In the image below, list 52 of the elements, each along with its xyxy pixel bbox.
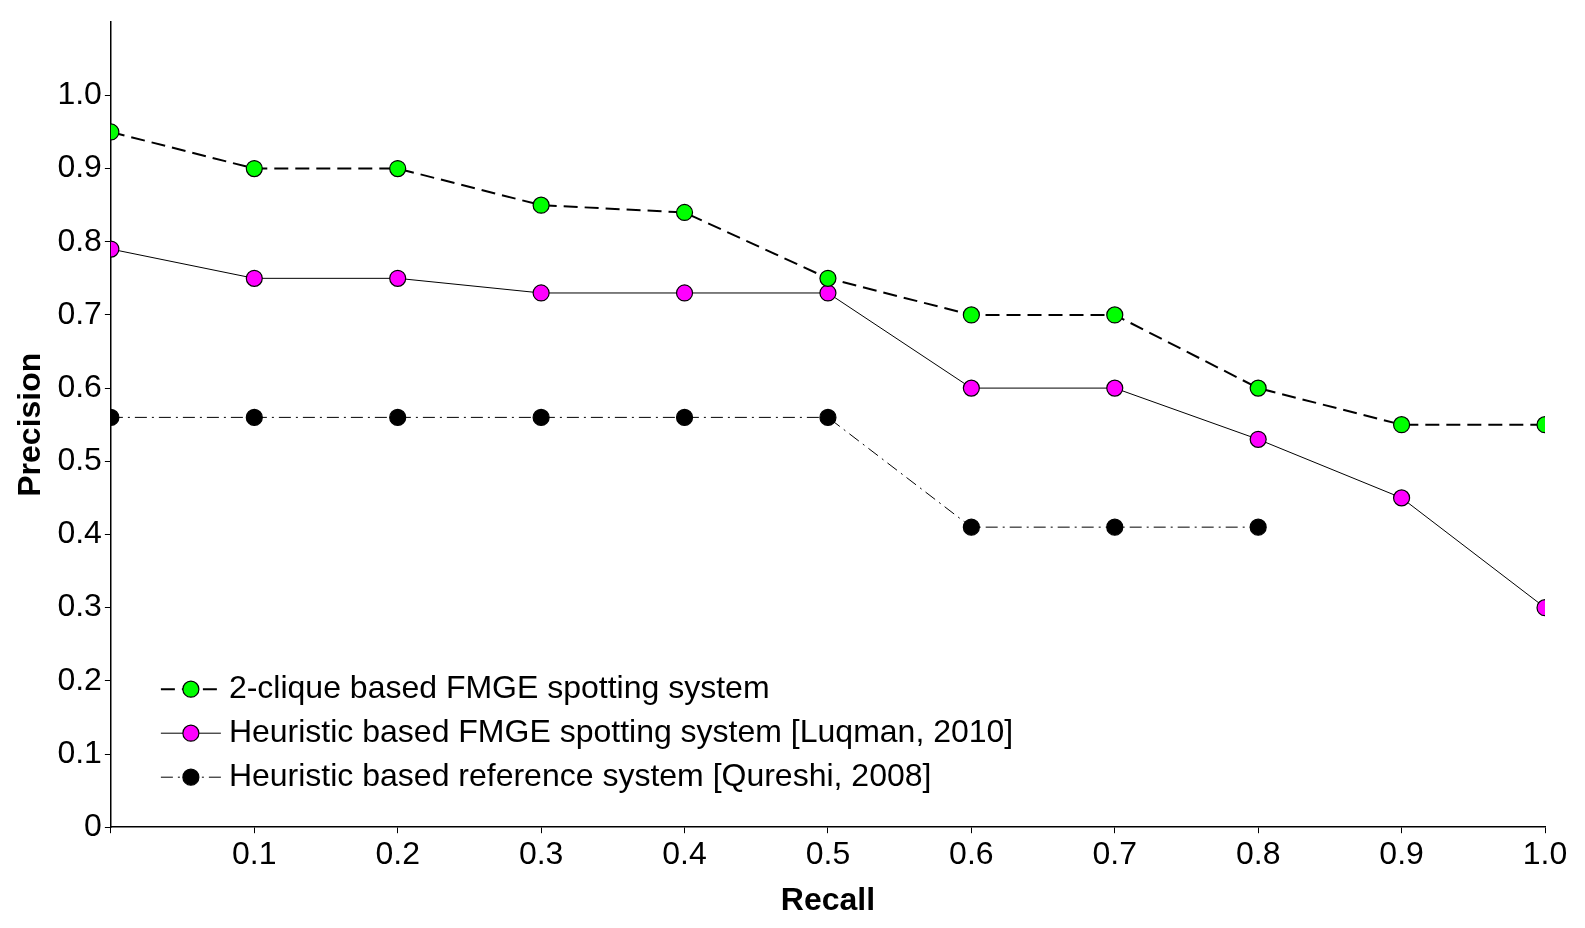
point [1249, 430, 1267, 448]
point [1392, 416, 1411, 434]
point [1106, 306, 1124, 324]
y-tick-label: 0.1 [57, 733, 102, 770]
y-tick-label: 0 [84, 807, 102, 844]
legend-label: Heuristic based FMGE spotting system [Luqman, 2010] [228, 713, 1014, 750]
point [819, 269, 837, 287]
point [675, 408, 694, 426]
y-tick-label: 0.7 [57, 294, 102, 331]
point [962, 379, 980, 397]
point [1106, 518, 1124, 536]
point [389, 408, 407, 426]
legend-label: Heuristic based reference system [Qureshi, 2008] [228, 757, 932, 794]
point [819, 284, 837, 302]
y-tick-label: 1.0 [57, 75, 102, 112]
y-tick-label: 0.2 [57, 660, 102, 697]
x-tick-label: 0.7 [1092, 835, 1138, 872]
x-tick-label: 0.2 [375, 835, 420, 872]
point [389, 269, 407, 287]
y-axis-title: Precision [11, 352, 48, 497]
x-tick-label: 0.6 [949, 835, 994, 872]
x-tick-label: 0.1 [232, 835, 277, 872]
x-tick-label: 0.9 [1379, 835, 1424, 872]
x-tick-label: 0.4 [662, 835, 707, 872]
y-tick-label: 0.5 [57, 441, 102, 478]
point [1249, 518, 1267, 536]
y-tick-label: 0.6 [57, 367, 102, 404]
legend-label: 2-clique based FMGE spotting system [228, 669, 770, 706]
x-tick-label: 0.5 [805, 835, 851, 872]
point [962, 306, 980, 324]
y-tick-label: 0.9 [57, 148, 102, 185]
x-tick-label: 0.3 [518, 835, 564, 872]
y-tick-label: 0.3 [57, 587, 102, 624]
y-tick-label: 0.4 [57, 514, 102, 551]
point [1392, 489, 1411, 507]
point [675, 203, 694, 222]
point [819, 408, 837, 426]
point [1249, 379, 1267, 397]
point [1106, 379, 1124, 397]
point [675, 284, 694, 302]
y-tick-label: 0.8 [57, 221, 102, 258]
x-axis-title: Recall [780, 880, 876, 917]
x-tick-label: 0.8 [1235, 835, 1281, 872]
point [532, 284, 550, 302]
point [245, 159, 263, 178]
point [245, 408, 263, 426]
point [532, 196, 550, 214]
point [962, 518, 980, 536]
point [532, 408, 550, 426]
x-tick-label: 1.0 [1522, 835, 1568, 872]
point [389, 159, 407, 178]
point [245, 269, 263, 287]
